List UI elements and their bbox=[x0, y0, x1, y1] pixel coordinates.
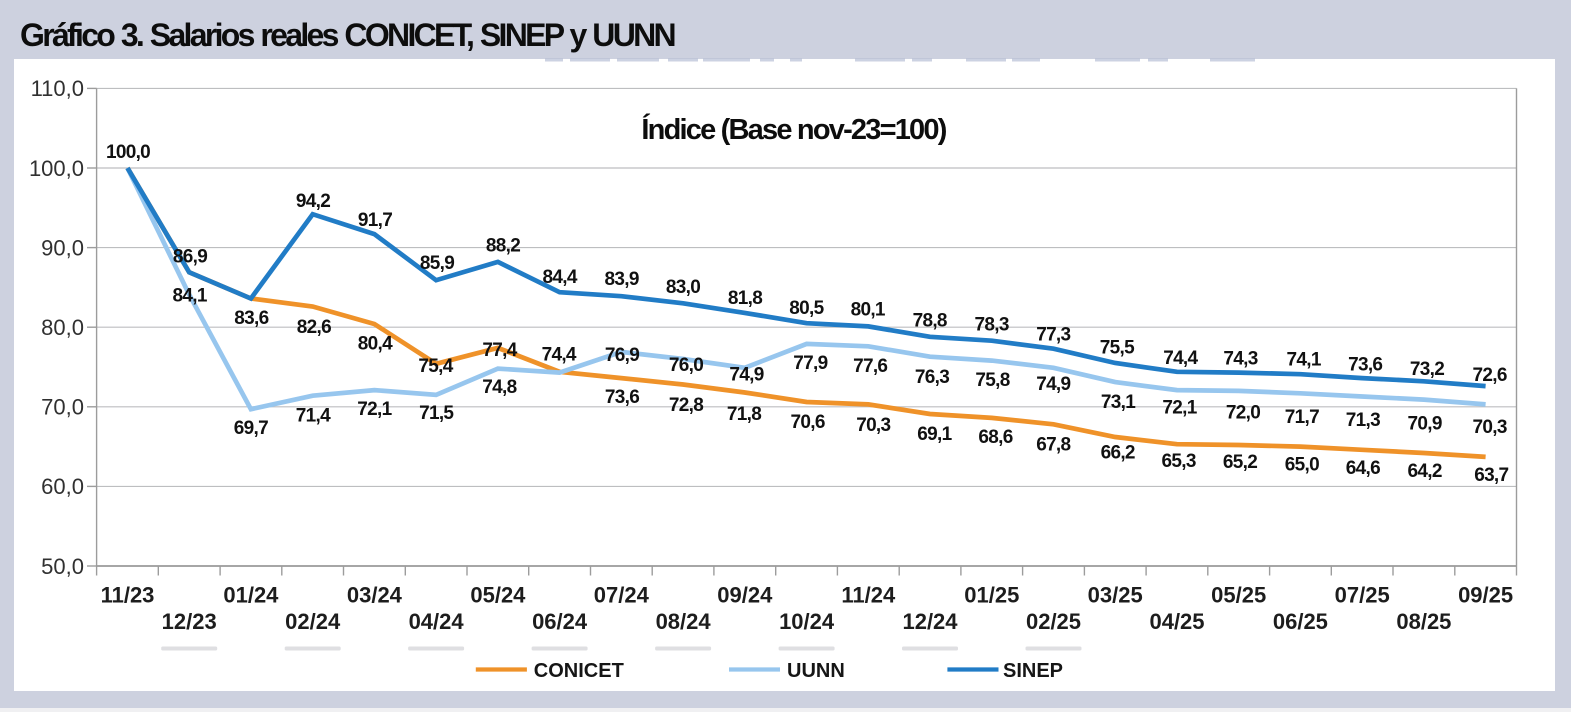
svg-text:11/24: 11/24 bbox=[841, 583, 896, 608]
svg-text:86,9: 86,9 bbox=[173, 247, 207, 268]
svg-text:100,0: 100,0 bbox=[106, 142, 150, 163]
svg-text:84,1: 84,1 bbox=[173, 286, 208, 307]
svg-text:UUNN: UUNN bbox=[787, 660, 845, 682]
svg-text:94,2: 94,2 bbox=[296, 191, 330, 212]
svg-text:77,3: 77,3 bbox=[1036, 325, 1070, 346]
svg-text:74,9: 74,9 bbox=[729, 364, 763, 385]
svg-text:70,9: 70,9 bbox=[1408, 414, 1442, 435]
svg-text:70,3: 70,3 bbox=[1473, 417, 1507, 438]
svg-text:69,7: 69,7 bbox=[234, 418, 268, 439]
svg-text:77,6: 77,6 bbox=[853, 356, 887, 377]
svg-text:09/25: 09/25 bbox=[1458, 583, 1513, 608]
svg-text:04/25: 04/25 bbox=[1149, 609, 1204, 634]
svg-text:07/24: 07/24 bbox=[594, 583, 650, 608]
svg-text:Índice (Base nov-23=100): Índice (Base nov-23=100) bbox=[641, 112, 946, 146]
svg-text:80,4: 80,4 bbox=[358, 334, 393, 355]
svg-text:64,2: 64,2 bbox=[1408, 461, 1442, 482]
svg-text:64,6: 64,6 bbox=[1346, 458, 1380, 479]
svg-text:81,8: 81,8 bbox=[728, 288, 762, 309]
svg-text:10/24: 10/24 bbox=[779, 609, 835, 634]
svg-text:74,1: 74,1 bbox=[1287, 350, 1322, 371]
svg-text:71,4: 71,4 bbox=[296, 406, 331, 427]
svg-text:71,7: 71,7 bbox=[1285, 407, 1319, 428]
svg-text:80,0: 80,0 bbox=[41, 315, 84, 340]
svg-text:72,8: 72,8 bbox=[669, 395, 703, 416]
svg-text:02/24: 02/24 bbox=[285, 609, 341, 634]
svg-text:11/23: 11/23 bbox=[101, 583, 155, 608]
svg-text:08/25: 08/25 bbox=[1396, 609, 1451, 634]
svg-text:63,7: 63,7 bbox=[1474, 465, 1508, 486]
svg-text:67,8: 67,8 bbox=[1036, 434, 1070, 455]
svg-text:02/25: 02/25 bbox=[1026, 609, 1081, 634]
svg-text:03/25: 03/25 bbox=[1088, 583, 1143, 608]
svg-text:CONICET: CONICET bbox=[534, 660, 624, 682]
svg-text:74,4: 74,4 bbox=[542, 344, 577, 365]
svg-text:74,3: 74,3 bbox=[1223, 349, 1257, 370]
svg-text:74,4: 74,4 bbox=[1163, 348, 1198, 369]
svg-text:66,2: 66,2 bbox=[1101, 442, 1135, 463]
svg-text:83,6: 83,6 bbox=[234, 308, 268, 329]
svg-text:06/24: 06/24 bbox=[532, 609, 588, 634]
svg-text:04/24: 04/24 bbox=[409, 609, 465, 634]
svg-text:83,0: 83,0 bbox=[666, 277, 700, 298]
svg-text:74,8: 74,8 bbox=[482, 377, 516, 398]
svg-text:76,3: 76,3 bbox=[915, 367, 949, 388]
svg-text:83,9: 83,9 bbox=[605, 269, 639, 290]
svg-text:73,6: 73,6 bbox=[605, 387, 639, 408]
svg-text:73,1: 73,1 bbox=[1101, 392, 1136, 413]
svg-text:75,8: 75,8 bbox=[975, 370, 1009, 391]
svg-text:77,9: 77,9 bbox=[793, 353, 827, 374]
svg-text:60,0: 60,0 bbox=[41, 474, 84, 499]
svg-text:05/24: 05/24 bbox=[470, 583, 526, 608]
svg-text:71,3: 71,3 bbox=[1346, 410, 1380, 431]
svg-text:71,5: 71,5 bbox=[419, 403, 454, 424]
svg-text:72,0: 72,0 bbox=[1226, 403, 1260, 424]
svg-text:80,1: 80,1 bbox=[851, 300, 886, 321]
svg-text:50,0: 50,0 bbox=[41, 554, 84, 579]
svg-text:110,0: 110,0 bbox=[31, 76, 84, 101]
svg-text:69,1: 69,1 bbox=[917, 424, 952, 445]
svg-text:100,0: 100,0 bbox=[29, 156, 84, 181]
svg-text:70,6: 70,6 bbox=[791, 412, 825, 433]
svg-text:91,7: 91,7 bbox=[358, 210, 392, 231]
svg-text:88,2: 88,2 bbox=[486, 236, 520, 257]
svg-text:08/24: 08/24 bbox=[656, 609, 712, 634]
svg-text:03/24: 03/24 bbox=[347, 583, 403, 608]
svg-text:01/25: 01/25 bbox=[964, 583, 1019, 608]
svg-text:84,4: 84,4 bbox=[543, 267, 578, 288]
svg-text:80,5: 80,5 bbox=[789, 298, 824, 319]
svg-text:06/25: 06/25 bbox=[1273, 609, 1328, 634]
svg-text:78,8: 78,8 bbox=[913, 311, 947, 332]
svg-text:70,0: 70,0 bbox=[41, 395, 84, 420]
svg-text:75,5: 75,5 bbox=[1100, 338, 1135, 359]
svg-text:73,2: 73,2 bbox=[1410, 359, 1444, 380]
svg-text:82,6: 82,6 bbox=[297, 317, 331, 338]
svg-text:72,1: 72,1 bbox=[357, 399, 392, 420]
svg-text:75,4: 75,4 bbox=[418, 356, 453, 377]
svg-text:05/25: 05/25 bbox=[1211, 583, 1266, 608]
svg-text:SINEP: SINEP bbox=[1003, 660, 1063, 682]
svg-text:90,0: 90,0 bbox=[41, 235, 84, 260]
svg-text:71,8: 71,8 bbox=[727, 404, 761, 425]
svg-text:09/24: 09/24 bbox=[717, 583, 773, 608]
svg-text:76,0: 76,0 bbox=[669, 355, 703, 376]
svg-text:76,9: 76,9 bbox=[605, 345, 639, 366]
svg-text:65,2: 65,2 bbox=[1223, 452, 1257, 473]
svg-text:77,4: 77,4 bbox=[482, 340, 517, 361]
svg-text:78,3: 78,3 bbox=[975, 315, 1009, 336]
svg-text:74,9: 74,9 bbox=[1036, 374, 1070, 395]
svg-text:12/23: 12/23 bbox=[162, 609, 217, 634]
svg-text:72,1: 72,1 bbox=[1162, 398, 1197, 419]
svg-text:73,6: 73,6 bbox=[1348, 355, 1382, 376]
svg-text:68,6: 68,6 bbox=[978, 427, 1012, 448]
svg-text:12/24: 12/24 bbox=[902, 609, 958, 634]
svg-text:72,6: 72,6 bbox=[1473, 365, 1507, 386]
svg-text:85,9: 85,9 bbox=[420, 253, 454, 274]
svg-text:65,3: 65,3 bbox=[1162, 451, 1196, 472]
svg-text:70,3: 70,3 bbox=[856, 415, 890, 436]
svg-text:01/24: 01/24 bbox=[223, 583, 279, 608]
svg-text:07/25: 07/25 bbox=[1335, 583, 1390, 608]
svg-text:65,0: 65,0 bbox=[1285, 455, 1319, 476]
